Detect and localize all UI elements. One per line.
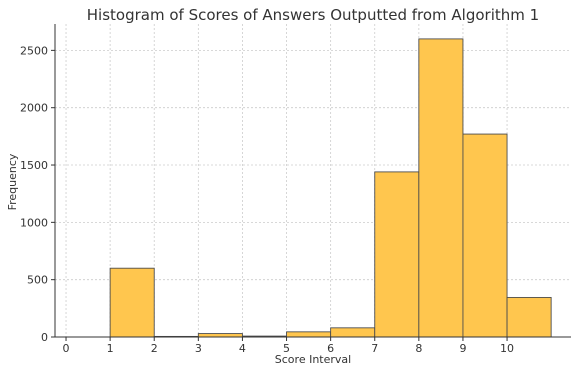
histogram-bar <box>286 331 332 338</box>
y-tick-label: 1500 <box>20 159 48 172</box>
x-tick-label: 5 <box>283 342 290 355</box>
y-tick-label: 2500 <box>20 44 48 57</box>
x-tick-label: 1 <box>107 342 114 355</box>
x-tick-label: 0 <box>63 342 70 355</box>
chart-title: Histogram of Scores of Answers Outputted… <box>87 6 539 24</box>
x-tick-label: 4 <box>239 342 246 355</box>
x-tick-label: 3 <box>195 342 202 355</box>
x-tick-label: 2 <box>151 342 158 355</box>
y-tick-label: 500 <box>27 274 48 287</box>
histogram-bar <box>462 133 508 338</box>
axes: 0 1 2 3 4 5 6 7 8 9 10 0 500 1000 1500 2000 2500 <box>20 24 571 355</box>
histogram-bar <box>330 327 376 338</box>
x-tick-label: 7 <box>371 342 378 355</box>
histogram-bar <box>374 171 420 338</box>
histogram-bar <box>109 267 155 338</box>
histogram-bar <box>418 38 464 338</box>
y-tick-label: 1000 <box>20 216 48 229</box>
histogram-bar <box>506 296 552 338</box>
x-tick-label: 10 <box>500 342 514 355</box>
histogram-bar <box>197 333 243 338</box>
x-axis-label: Score Interval <box>275 353 351 366</box>
x-tick-label: 9 <box>459 342 466 355</box>
y-tick-label: 2000 <box>20 102 48 115</box>
y-tick-label: 0 <box>41 331 48 344</box>
x-tick-label: 6 <box>327 342 334 355</box>
y-axis-label: Frequency <box>6 153 19 210</box>
x-tick-label: 8 <box>415 342 422 355</box>
